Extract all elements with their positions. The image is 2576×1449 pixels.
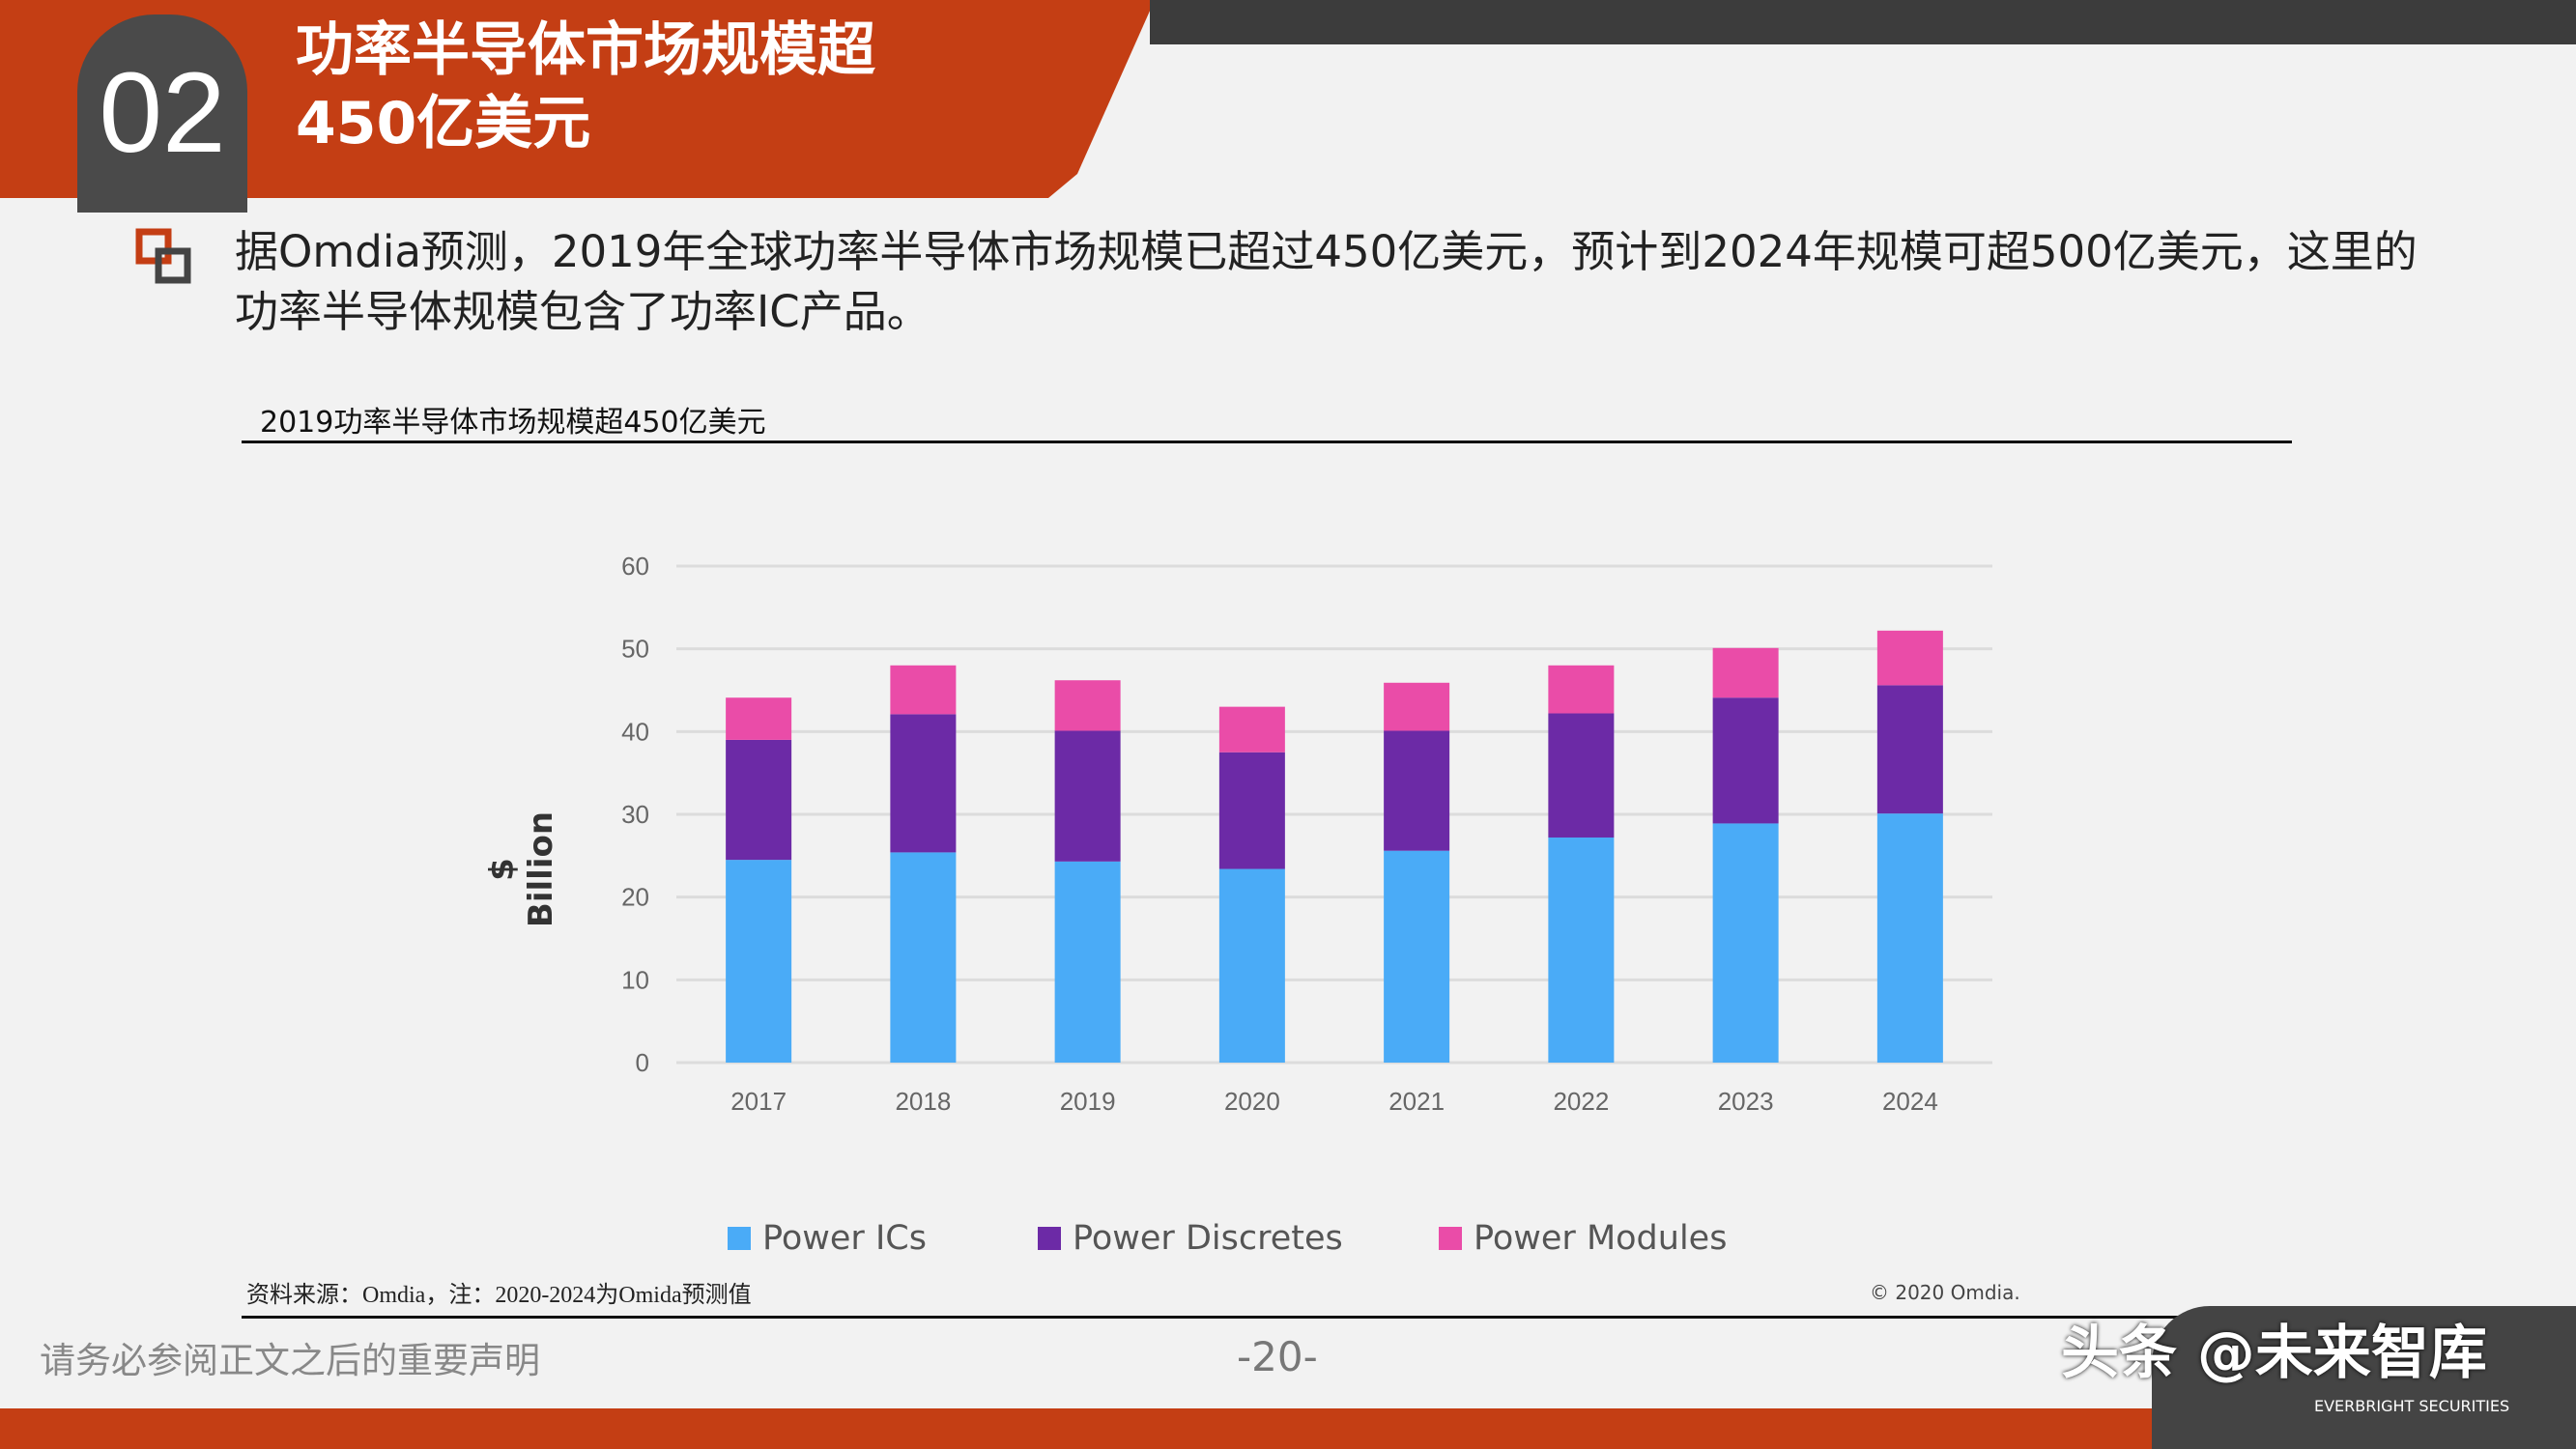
- watermark-sub: EVERBRIGHT SECURITIES: [2314, 1397, 2510, 1415]
- legend-label: Power ICs: [762, 1219, 927, 1258]
- x-tick-label: 2022: [1553, 1087, 1609, 1116]
- bar-segment: [1548, 837, 1615, 1063]
- bar-segment: [890, 714, 957, 853]
- legend-power-ics: Power ICs: [728, 1219, 927, 1258]
- y-axis-label: $ Billion: [483, 810, 560, 928]
- bar-segment: [726, 860, 792, 1063]
- x-tick-label: 2024: [1882, 1087, 1938, 1116]
- divider-top: [242, 440, 2292, 443]
- footer-band: [0, 1408, 2576, 1449]
- x-tick-label: 2023: [1718, 1087, 1774, 1116]
- source-note: 资料来源：Omdia，注：2020-2024为Omida预测值: [246, 1283, 752, 1308]
- legend-swatch: [1038, 1227, 1061, 1250]
- bar-segment: [1054, 730, 1121, 862]
- y-tick-label: 60: [621, 552, 649, 581]
- legend-power-discretes: Power Discretes: [1038, 1219, 1343, 1258]
- bar-segment: [1384, 850, 1450, 1063]
- copyright: © 2020 Omdia.: [1870, 1281, 2020, 1304]
- legend-swatch: [728, 1227, 751, 1250]
- page-number: -20-: [1237, 1333, 1318, 1380]
- page-title: 功率半导体市场规模超 450亿美元: [296, 14, 875, 160]
- bar-segment: [1384, 682, 1450, 731]
- legend-swatch: [1439, 1227, 1462, 1250]
- bar-segment: [1548, 713, 1615, 838]
- title-line-1: 功率半导体市场规模超: [296, 16, 875, 84]
- bar-segment: [1548, 665, 1615, 714]
- x-tick-label: 2019: [1060, 1087, 1116, 1116]
- y-tick-label: 0: [636, 1048, 649, 1077]
- x-tick-label: 2020: [1224, 1087, 1280, 1116]
- header-dark-bar: [1150, 0, 2576, 44]
- x-tick-label: 2017: [730, 1087, 787, 1116]
- bar-segment: [1054, 861, 1121, 1063]
- bar-segment: [1876, 685, 1943, 814]
- disclaimer: 请务必参阅正文之后的重要声明: [40, 1340, 540, 1381]
- y-tick-label: 10: [621, 965, 649, 994]
- legend-label: Power Modules: [1474, 1219, 1728, 1258]
- watermark: 头条 @未来智库: [2061, 1320, 2487, 1387]
- bar-segment: [1218, 868, 1285, 1063]
- x-tick-label: 2021: [1388, 1087, 1445, 1116]
- bullet-squares-icon: [135, 228, 191, 284]
- bar-segment: [890, 665, 957, 715]
- bar-segment: [1712, 647, 1779, 698]
- bar-segment: [1712, 697, 1779, 824]
- section-number: 02: [77, 14, 247, 213]
- bar-segment: [1218, 752, 1285, 869]
- bar-segment: [890, 852, 957, 1063]
- legend-label: Power Discretes: [1073, 1219, 1343, 1258]
- bar-segment: [1876, 813, 1943, 1063]
- bar-segment: [726, 697, 792, 740]
- title-line-2: 450亿美元: [296, 90, 591, 157]
- bar-segment: [1054, 680, 1121, 731]
- chart-title: 2019功率半导体市场规模超450亿美元: [260, 406, 766, 440]
- bar-segment: [1218, 706, 1285, 753]
- y-tick-label: 30: [621, 800, 649, 829]
- divider-bottom: [242, 1316, 2292, 1319]
- y-tick-label: 40: [621, 717, 649, 746]
- bar-segment: [1876, 630, 1943, 686]
- y-tick-label: 20: [621, 883, 649, 912]
- bar-segment: [726, 739, 792, 861]
- x-tick-label: 2018: [895, 1087, 951, 1116]
- legend-power-modules: Power Modules: [1439, 1219, 1727, 1258]
- bar-segment: [1384, 730, 1450, 851]
- intro-text: 据Omdia预测，2019年全球功率半导体市场规模已超过450亿美元，预计到20…: [235, 226, 2418, 337]
- y-tick-label: 50: [621, 635, 649, 664]
- bar-segment: [1712, 823, 1779, 1063]
- footer-corner: [2152, 1306, 2576, 1449]
